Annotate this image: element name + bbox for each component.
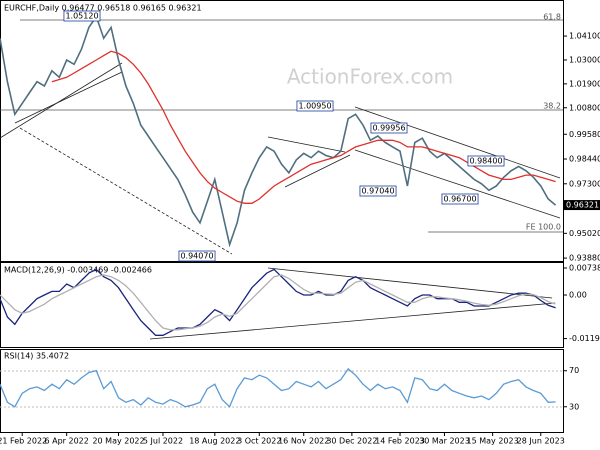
price-annotation: 0.96700: [443, 195, 476, 204]
last-price-box: [564, 200, 600, 211]
x-tick-label: 28 Jun 2023: [517, 437, 565, 446]
price-annotation: 0.94070: [180, 252, 213, 261]
macd-title: MACD(12,26,9) -0.003469 -0.002466: [4, 266, 152, 275]
y-tick-label: 0.98440: [569, 155, 600, 164]
macd-trendline: [267, 267, 553, 299]
trendline: [0, 62, 123, 139]
y-tick-label: 0.007384: [569, 263, 600, 272]
price-annotation: 0.99956: [372, 124, 405, 133]
y-tick-label: 70: [569, 366, 579, 375]
trendline: [284, 154, 351, 188]
series-line: [0, 367, 556, 408]
annotation-box: [441, 193, 479, 205]
y-tick-label: -0.0119: [569, 334, 600, 343]
series-line: [0, 274, 556, 331]
price-frame: [0, 0, 564, 262]
chart-title: EURCHF,Daily 0.96477 0.96518 0.96165 0.9…: [4, 4, 202, 13]
y-tick-label: 0.95020: [569, 229, 600, 238]
x-tick-label: 30 Dec 2022: [326, 437, 377, 446]
y-tick-label: 1.03000: [569, 55, 600, 64]
y-tick-label: 1.00800: [569, 103, 600, 112]
trendline: [14, 71, 123, 124]
price-annotation: 0.97040: [361, 187, 394, 196]
macd-frame: [0, 262, 564, 348]
annotation-box: [467, 155, 505, 167]
price-annotation: 1.05120: [65, 12, 98, 21]
annotation-box: [370, 122, 408, 134]
rsi-frame: [0, 349, 564, 433]
price-annotation: 1.00950: [298, 102, 331, 111]
annotation-box: [359, 185, 397, 197]
last-price-label: 0.96321: [566, 201, 599, 210]
level-label: 38.2: [543, 102, 561, 111]
x-tick-label: 30 Mar 2023: [419, 437, 470, 446]
x-tick-label: 18 Aug 2022: [189, 437, 240, 446]
channel-line: [354, 149, 561, 219]
channel-line: [354, 106, 561, 179]
annotation-box: [178, 250, 216, 262]
series-line: [0, 14, 557, 248]
annotation-box: [63, 10, 101, 22]
watermark: ActionForex.com: [287, 65, 453, 89]
y-tick-label: 1.01900: [569, 79, 600, 88]
y-tick-label: 0.99580: [569, 130, 600, 139]
x-tick-label: 16 Nov 2022: [278, 437, 329, 446]
y-tick-label: 0.97300: [569, 179, 600, 188]
trendline: [267, 136, 346, 153]
price-annotation: 0.98400: [469, 157, 502, 166]
trendline: [19, 127, 233, 255]
y-tick-label: 30: [569, 402, 579, 411]
y-tick-label: 1.04100: [569, 32, 600, 41]
x-tick-label: 14 Feb 2023: [375, 437, 425, 446]
x-tick-label: 3 Oct 2022: [237, 437, 281, 446]
series-line: [0, 268, 556, 336]
level-label: FE 100.0: [526, 223, 561, 232]
y-tick-label: 0.93880: [569, 254, 600, 263]
level-label: 61.8: [543, 13, 561, 22]
x-tick-label: 21 Feb 2022: [0, 437, 47, 446]
x-tick-label: 6 Apr 2022: [44, 437, 88, 446]
annotation-box: [296, 100, 334, 112]
x-tick-label: 5 Jul 2022: [143, 437, 183, 446]
rsi-title: RSI(14) 35.4072: [4, 352, 69, 361]
x-tick-label: 20 May 2022: [92, 437, 144, 446]
macd-trendline: [149, 302, 556, 340]
x-tick-label: 15 May 2023: [467, 437, 519, 446]
y-tick-label: 0.00: [569, 291, 587, 300]
